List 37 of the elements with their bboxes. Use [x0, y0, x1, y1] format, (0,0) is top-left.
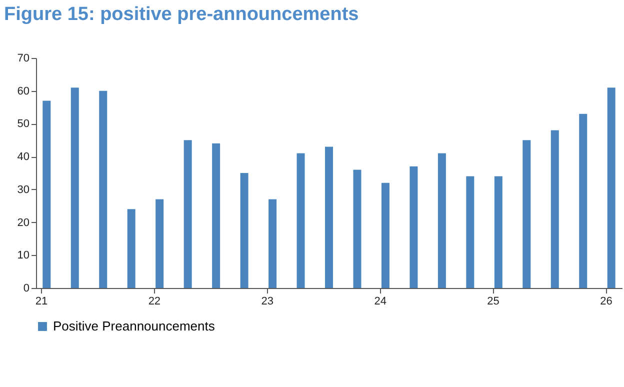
- y-tick-label: 10: [17, 250, 30, 262]
- bar: [466, 176, 474, 288]
- x-tick-label: 21: [35, 296, 48, 308]
- y-tick-label: 0: [23, 282, 30, 294]
- y-tick-label: 40: [17, 151, 30, 164]
- y-tick-label: 20: [17, 216, 30, 229]
- bar: [99, 90, 108, 288]
- bar: [325, 146, 333, 288]
- bar: [127, 209, 136, 288]
- x-tick-label: 24: [374, 296, 386, 308]
- bar: [156, 199, 164, 288]
- bar: [550, 130, 559, 288]
- bar: [607, 88, 616, 288]
- x-tick-label: 23: [261, 296, 274, 308]
- chart-title: Figure 15: positive pre-announcements: [4, 4, 359, 25]
- x-tick-label: 22: [148, 296, 161, 308]
- y-tick-label: 50: [17, 118, 30, 130]
- bar: [184, 140, 192, 288]
- bar: [268, 199, 277, 288]
- bar: [522, 140, 531, 288]
- bar: [353, 170, 362, 288]
- bar: [240, 173, 248, 288]
- bar: [579, 114, 588, 288]
- bar: [296, 153, 305, 288]
- y-tick-label: 70: [17, 52, 30, 64]
- legend-label: Positive Preannouncements: [53, 318, 216, 334]
- bar: [212, 143, 220, 288]
- bar: [70, 88, 79, 288]
- bar: [381, 182, 390, 288]
- y-tick-label: 30: [17, 184, 30, 196]
- bar: [410, 166, 418, 288]
- y-tick-label: 60: [17, 85, 30, 98]
- bar: [438, 153, 446, 288]
- x-tick-label: 26: [600, 296, 612, 308]
- x-tick-label: 25: [487, 296, 500, 308]
- bar: [494, 176, 502, 288]
- bar: [42, 100, 51, 288]
